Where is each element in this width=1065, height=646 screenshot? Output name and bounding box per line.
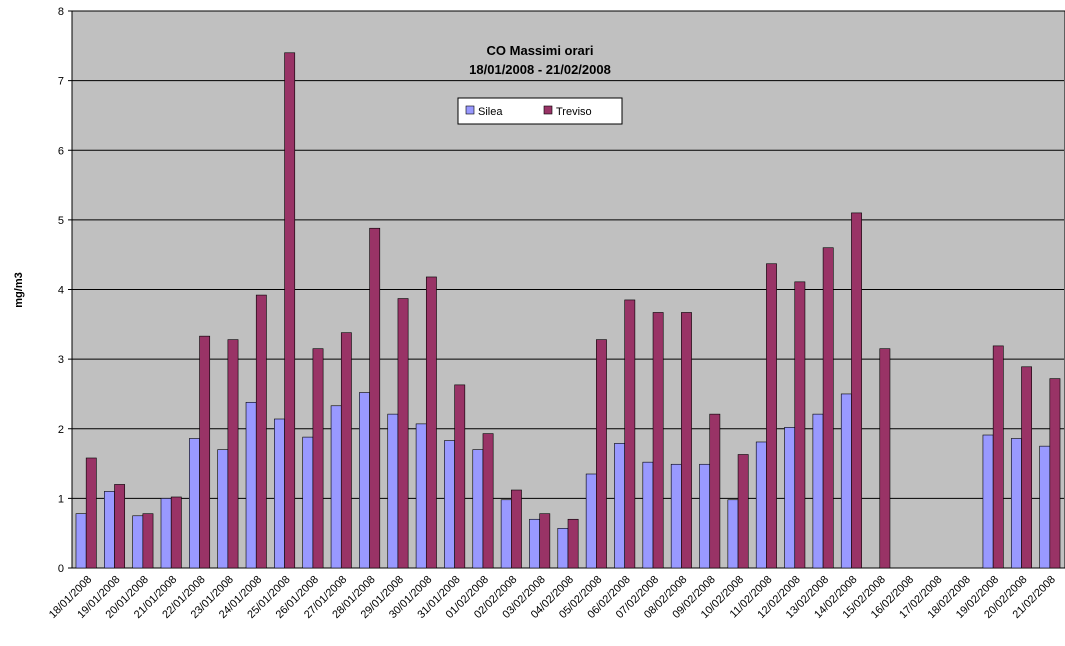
bar — [387, 413, 399, 569]
bar — [794, 281, 806, 569]
bar — [189, 438, 200, 569]
y-tick-label: 3 — [58, 354, 64, 366]
bar — [1049, 378, 1061, 569]
bar — [274, 418, 285, 569]
bar — [245, 401, 257, 569]
bar — [557, 528, 569, 569]
bar — [539, 513, 551, 569]
bar — [982, 434, 994, 569]
bar — [596, 339, 607, 569]
bar — [85, 457, 97, 569]
bar — [302, 436, 314, 569]
bar — [755, 441, 767, 569]
bar — [472, 449, 484, 569]
bar — [415, 423, 427, 569]
y-tick-label: 5 — [58, 215, 64, 227]
legend-swatch — [465, 105, 475, 115]
bar — [425, 276, 437, 569]
bar — [614, 443, 625, 569]
bar — [624, 299, 636, 569]
bar — [199, 335, 211, 569]
bar — [114, 484, 126, 569]
y-tick-label: 2 — [58, 424, 64, 436]
bar — [840, 393, 852, 569]
bar — [737, 454, 749, 569]
bar — [160, 498, 172, 569]
bar — [482, 433, 494, 569]
bar — [1010, 438, 1022, 569]
bar — [369, 227, 381, 569]
y-axis-label: mg/m3 — [13, 272, 25, 307]
y-tick-label: 7 — [58, 76, 64, 88]
bar — [709, 413, 721, 569]
bar — [359, 392, 370, 569]
bar — [529, 518, 540, 569]
legend-label: Treviso — [556, 106, 592, 118]
bar — [227, 339, 239, 569]
legend-label: Silea — [478, 106, 503, 118]
bar — [255, 294, 267, 569]
bar — [784, 427, 796, 569]
y-tick-label: 1 — [58, 493, 64, 505]
y-tick-label: 4 — [58, 285, 64, 297]
bar — [681, 312, 692, 569]
bar — [217, 449, 229, 569]
bar — [642, 461, 654, 569]
bar — [879, 348, 891, 569]
bar — [500, 499, 512, 569]
bar — [454, 384, 466, 569]
bar — [340, 332, 352, 569]
bar — [284, 52, 296, 569]
bar — [1021, 366, 1032, 569]
bar — [444, 440, 455, 569]
legend-swatch — [543, 105, 553, 115]
bar — [132, 515, 144, 569]
bar — [652, 312, 664, 569]
y-tick-label: 8 — [58, 6, 64, 18]
bar — [822, 247, 834, 569]
chart-subtitle: 18/01/2008 - 21/02/2008 — [469, 62, 611, 77]
bar — [142, 513, 154, 569]
y-tick-label: 0 — [58, 563, 64, 575]
bar — [330, 405, 342, 569]
bar — [104, 491, 115, 569]
bar — [699, 463, 711, 569]
bar — [992, 345, 1004, 569]
bar — [567, 518, 579, 569]
bar — [75, 513, 87, 569]
bar — [727, 499, 739, 569]
bar — [170, 496, 182, 569]
chart-title: CO Massimi orari — [487, 43, 594, 58]
bar — [670, 463, 682, 569]
legend-box — [457, 97, 623, 125]
bar — [1039, 445, 1051, 569]
bar — [812, 413, 824, 569]
bar — [766, 263, 777, 569]
bar — [511, 489, 522, 569]
y-tick-label: 6 — [58, 145, 64, 157]
bar — [851, 212, 862, 569]
bar — [397, 298, 409, 569]
bar — [585, 473, 597, 569]
bar — [312, 348, 324, 569]
